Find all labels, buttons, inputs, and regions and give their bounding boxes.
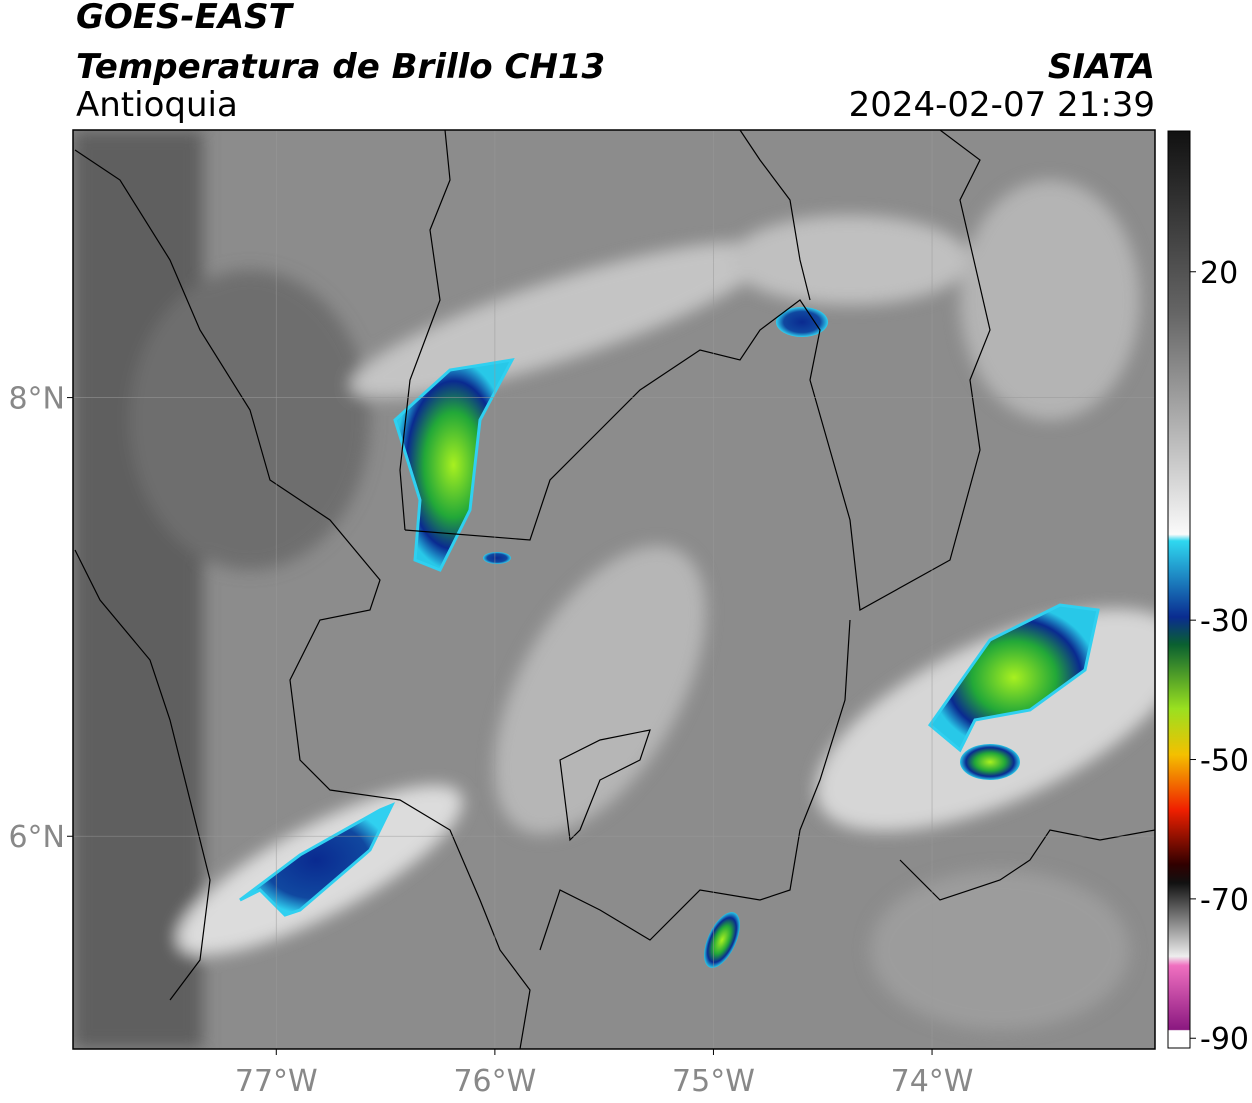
satellite: GOES-EAST (76, 0, 295, 37)
graticule (73, 130, 1155, 1049)
convective-cells (239, 307, 1100, 968)
colorbar-label: -50 (1200, 744, 1249, 779)
lat-label: 8°N (8, 382, 65, 417)
colorbar (1167, 130, 1191, 1049)
map-frame (72, 129, 1156, 1050)
region: Antioquia (76, 85, 238, 125)
lon-label: 75°W (672, 1064, 755, 1099)
lon-label: 77°W (235, 1064, 318, 1099)
colorbar-label: -90 (1200, 1022, 1249, 1057)
datetime: 2024-02-07 21:39 (849, 85, 1155, 125)
lon-label: 76°W (453, 1064, 536, 1099)
product: Temperatura de Brillo CH13 (76, 47, 605, 87)
colorbar-label: 20 (1200, 256, 1238, 291)
lon-label: 74°W (891, 1064, 974, 1099)
colorbar-label: -30 (1200, 604, 1249, 639)
boundaries (74, 130, 1155, 1049)
lat-label: 6°N (8, 820, 65, 855)
map-image (73, 130, 1155, 1049)
colorbar-label: -70 (1200, 883, 1249, 918)
cloud-texture (73, 130, 1155, 1049)
source: SIATA (1048, 47, 1155, 87)
